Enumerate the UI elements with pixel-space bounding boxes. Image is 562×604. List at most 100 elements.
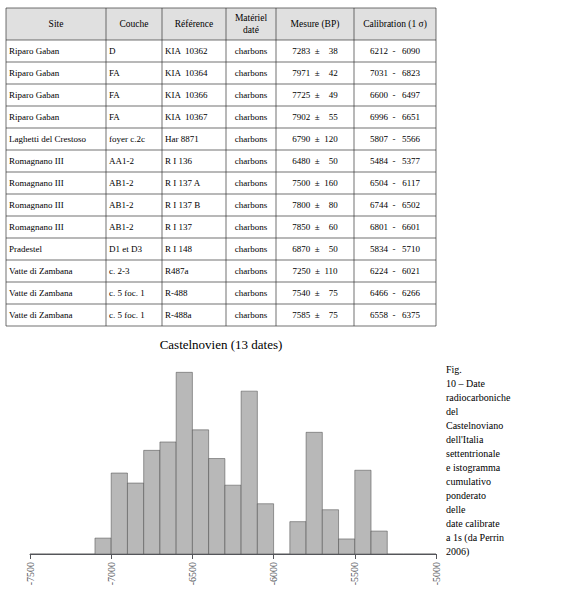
svg-text:D1 et D3: D1 et D3 — [109, 244, 142, 254]
svg-text:Har 8871: Har 8871 — [165, 134, 199, 144]
svg-text:7250 ± 110: 7250 ± 110 — [292, 266, 338, 276]
svg-text:Couche: Couche — [119, 19, 148, 29]
svg-text:7902 ± 55: 7902 ± 55 — [292, 112, 338, 122]
svg-text:ponderato: ponderato — [446, 490, 486, 501]
svg-text:KIA 10367: KIA 10367 — [165, 112, 208, 122]
svg-text:radiocarboniche: radiocarboniche — [446, 392, 511, 403]
svg-text:6600 - 6497: 6600 - 6497 — [370, 90, 421, 100]
svg-text:7800 ± 80: 7800 ± 80 — [292, 200, 338, 210]
svg-text:R I 136: R I 136 — [165, 156, 193, 166]
svg-text:settentrionale: settentrionale — [446, 448, 500, 459]
svg-text:Romagnano III: Romagnano III — [9, 156, 64, 166]
svg-text:Castelnoviano: Castelnoviano — [446, 420, 503, 431]
svg-text:FA: FA — [109, 90, 120, 100]
svg-text:6558 - 6375: 6558 - 6375 — [370, 310, 421, 320]
svg-text:-6000: -6000 — [268, 562, 279, 585]
svg-text:delle: delle — [446, 504, 466, 515]
svg-text:charbons: charbons — [235, 112, 268, 122]
svg-text:7971 ± 42: 7971 ± 42 — [292, 68, 337, 78]
svg-text:7031 - 6823: 7031 - 6823 — [370, 68, 421, 78]
svg-text:Riparo Gaban: Riparo Gaban — [9, 68, 60, 78]
svg-text:Vatte di Zambana: Vatte di Zambana — [9, 266, 72, 276]
svg-text:6744 - 6502: 6744 - 6502 — [370, 200, 420, 210]
svg-text:Calibration (1 σ): Calibration (1 σ) — [363, 19, 427, 30]
svg-text:-7500: -7500 — [25, 562, 36, 585]
svg-text:5834 - 5710: 5834 - 5710 — [370, 244, 421, 254]
svg-text:FA: FA — [109, 68, 120, 78]
svg-text:FA: FA — [109, 112, 120, 122]
svg-text:AA1-2: AA1-2 — [109, 156, 134, 166]
svg-text:charbons: charbons — [235, 90, 268, 100]
svg-text:5807 - 5566: 5807 - 5566 — [370, 134, 421, 144]
svg-text:-5000: -5000 — [431, 562, 442, 585]
svg-text:R-488a: R-488a — [165, 310, 192, 320]
svg-text:Vatte di Zambana: Vatte di Zambana — [9, 288, 72, 298]
svg-text:6996 - 6651: 6996 - 6651 — [370, 112, 420, 122]
svg-text:-6500: -6500 — [187, 562, 198, 585]
svg-text:7725 ± 49: 7725 ± 49 — [292, 90, 338, 100]
svg-text:Riparo Gaban: Riparo Gaban — [9, 90, 60, 100]
svg-text:Mesure (BP): Mesure (BP) — [291, 19, 340, 30]
svg-text:Pradestel: Pradestel — [9, 244, 42, 254]
svg-text:daté: daté — [243, 25, 259, 35]
svg-text:Riparo Gaban: Riparo Gaban — [9, 46, 60, 56]
svg-text:R I 137 B: R I 137 B — [165, 200, 200, 210]
svg-text:Site: Site — [49, 19, 64, 29]
svg-text:10 – Date: 10 – Date — [446, 378, 485, 389]
svg-text:AB1-2: AB1-2 — [109, 178, 134, 188]
svg-text:charbons: charbons — [235, 178, 268, 188]
svg-text:Laghetti del Crestoso: Laghetti del Crestoso — [9, 134, 86, 144]
svg-text:dell'Italia: dell'Italia — [446, 434, 484, 445]
svg-text:7500 ± 160: 7500 ± 160 — [292, 178, 338, 188]
svg-text:6790 ± 120: 6790 ± 120 — [292, 134, 338, 144]
svg-text:e istogramma: e istogramma — [446, 462, 501, 473]
svg-text:R I 148: R I 148 — [165, 244, 193, 254]
svg-text:2006): 2006) — [446, 546, 469, 558]
svg-text:6801 - 6601: 6801 - 6601 — [370, 222, 420, 232]
svg-text:charbons: charbons — [235, 46, 268, 56]
svg-text:charbons: charbons — [235, 156, 268, 166]
svg-text:6504 - 6117: 6504 - 6117 — [370, 178, 420, 188]
svg-text:charbons: charbons — [235, 310, 268, 320]
svg-text:c. 5 foc. 1: c. 5 foc. 1 — [109, 288, 145, 298]
svg-text:charbons: charbons — [235, 68, 268, 78]
svg-text:Riparo Gaban: Riparo Gaban — [9, 112, 60, 122]
svg-text:R487a: R487a — [165, 266, 189, 276]
svg-text:6212 - 6090: 6212 - 6090 — [370, 46, 421, 56]
svg-text:cumulativo: cumulativo — [446, 476, 491, 487]
svg-text:Fig.: Fig. — [446, 364, 462, 375]
svg-text:AB1-2: AB1-2 — [109, 222, 134, 232]
svg-text:R I 137: R I 137 — [165, 222, 193, 232]
svg-text:7850 ± 60: 7850 ± 60 — [292, 222, 338, 232]
svg-text:Romagnano III: Romagnano III — [9, 200, 64, 210]
svg-text:6870 ± 50: 6870 ± 50 — [292, 244, 338, 254]
svg-text:Castelnovien (13 dates): Castelnovien (13 dates) — [160, 337, 283, 352]
svg-text:7585 ± 75: 7585 ± 75 — [292, 310, 338, 320]
svg-text:c. 2-3: c. 2-3 — [109, 266, 130, 276]
svg-text:R I 137 A: R I 137 A — [165, 178, 201, 188]
svg-text:KIA 10366: KIA 10366 — [165, 90, 208, 100]
svg-text:7540 ± 75: 7540 ± 75 — [292, 288, 338, 298]
svg-text:6224 - 6021: 6224 - 6021 — [370, 266, 420, 276]
svg-text:KIA 10362: KIA 10362 — [165, 46, 208, 56]
svg-text:c. 5 foc. 1: c. 5 foc. 1 — [109, 310, 145, 320]
svg-text:7283 ± 38: 7283 ± 38 — [292, 46, 338, 56]
svg-text:R-488: R-488 — [165, 288, 188, 298]
svg-text:charbons: charbons — [235, 288, 268, 298]
svg-text:charbons: charbons — [235, 134, 268, 144]
svg-text:foyer c.2c: foyer c.2c — [109, 134, 145, 144]
svg-text:Romagnano III: Romagnano III — [9, 222, 64, 232]
svg-text:charbons: charbons — [235, 266, 268, 276]
svg-text:6480 ± 50: 6480 ± 50 — [292, 156, 338, 166]
svg-text:del: del — [446, 406, 458, 417]
svg-text:-5500: -5500 — [349, 562, 360, 585]
svg-text:charbons: charbons — [235, 200, 268, 210]
svg-text:Vatte di Zambana: Vatte di Zambana — [9, 310, 72, 320]
svg-text:6466 - 6266: 6466 - 6266 — [370, 288, 421, 298]
svg-text:5484 - 5377: 5484 - 5377 — [370, 156, 421, 166]
svg-text:Référence: Référence — [175, 19, 214, 29]
svg-text:D: D — [109, 46, 116, 56]
svg-text:KIA 10364: KIA 10364 — [165, 68, 208, 78]
svg-text:-7000: -7000 — [106, 562, 117, 585]
svg-text:Romagnano III: Romagnano III — [9, 178, 64, 188]
